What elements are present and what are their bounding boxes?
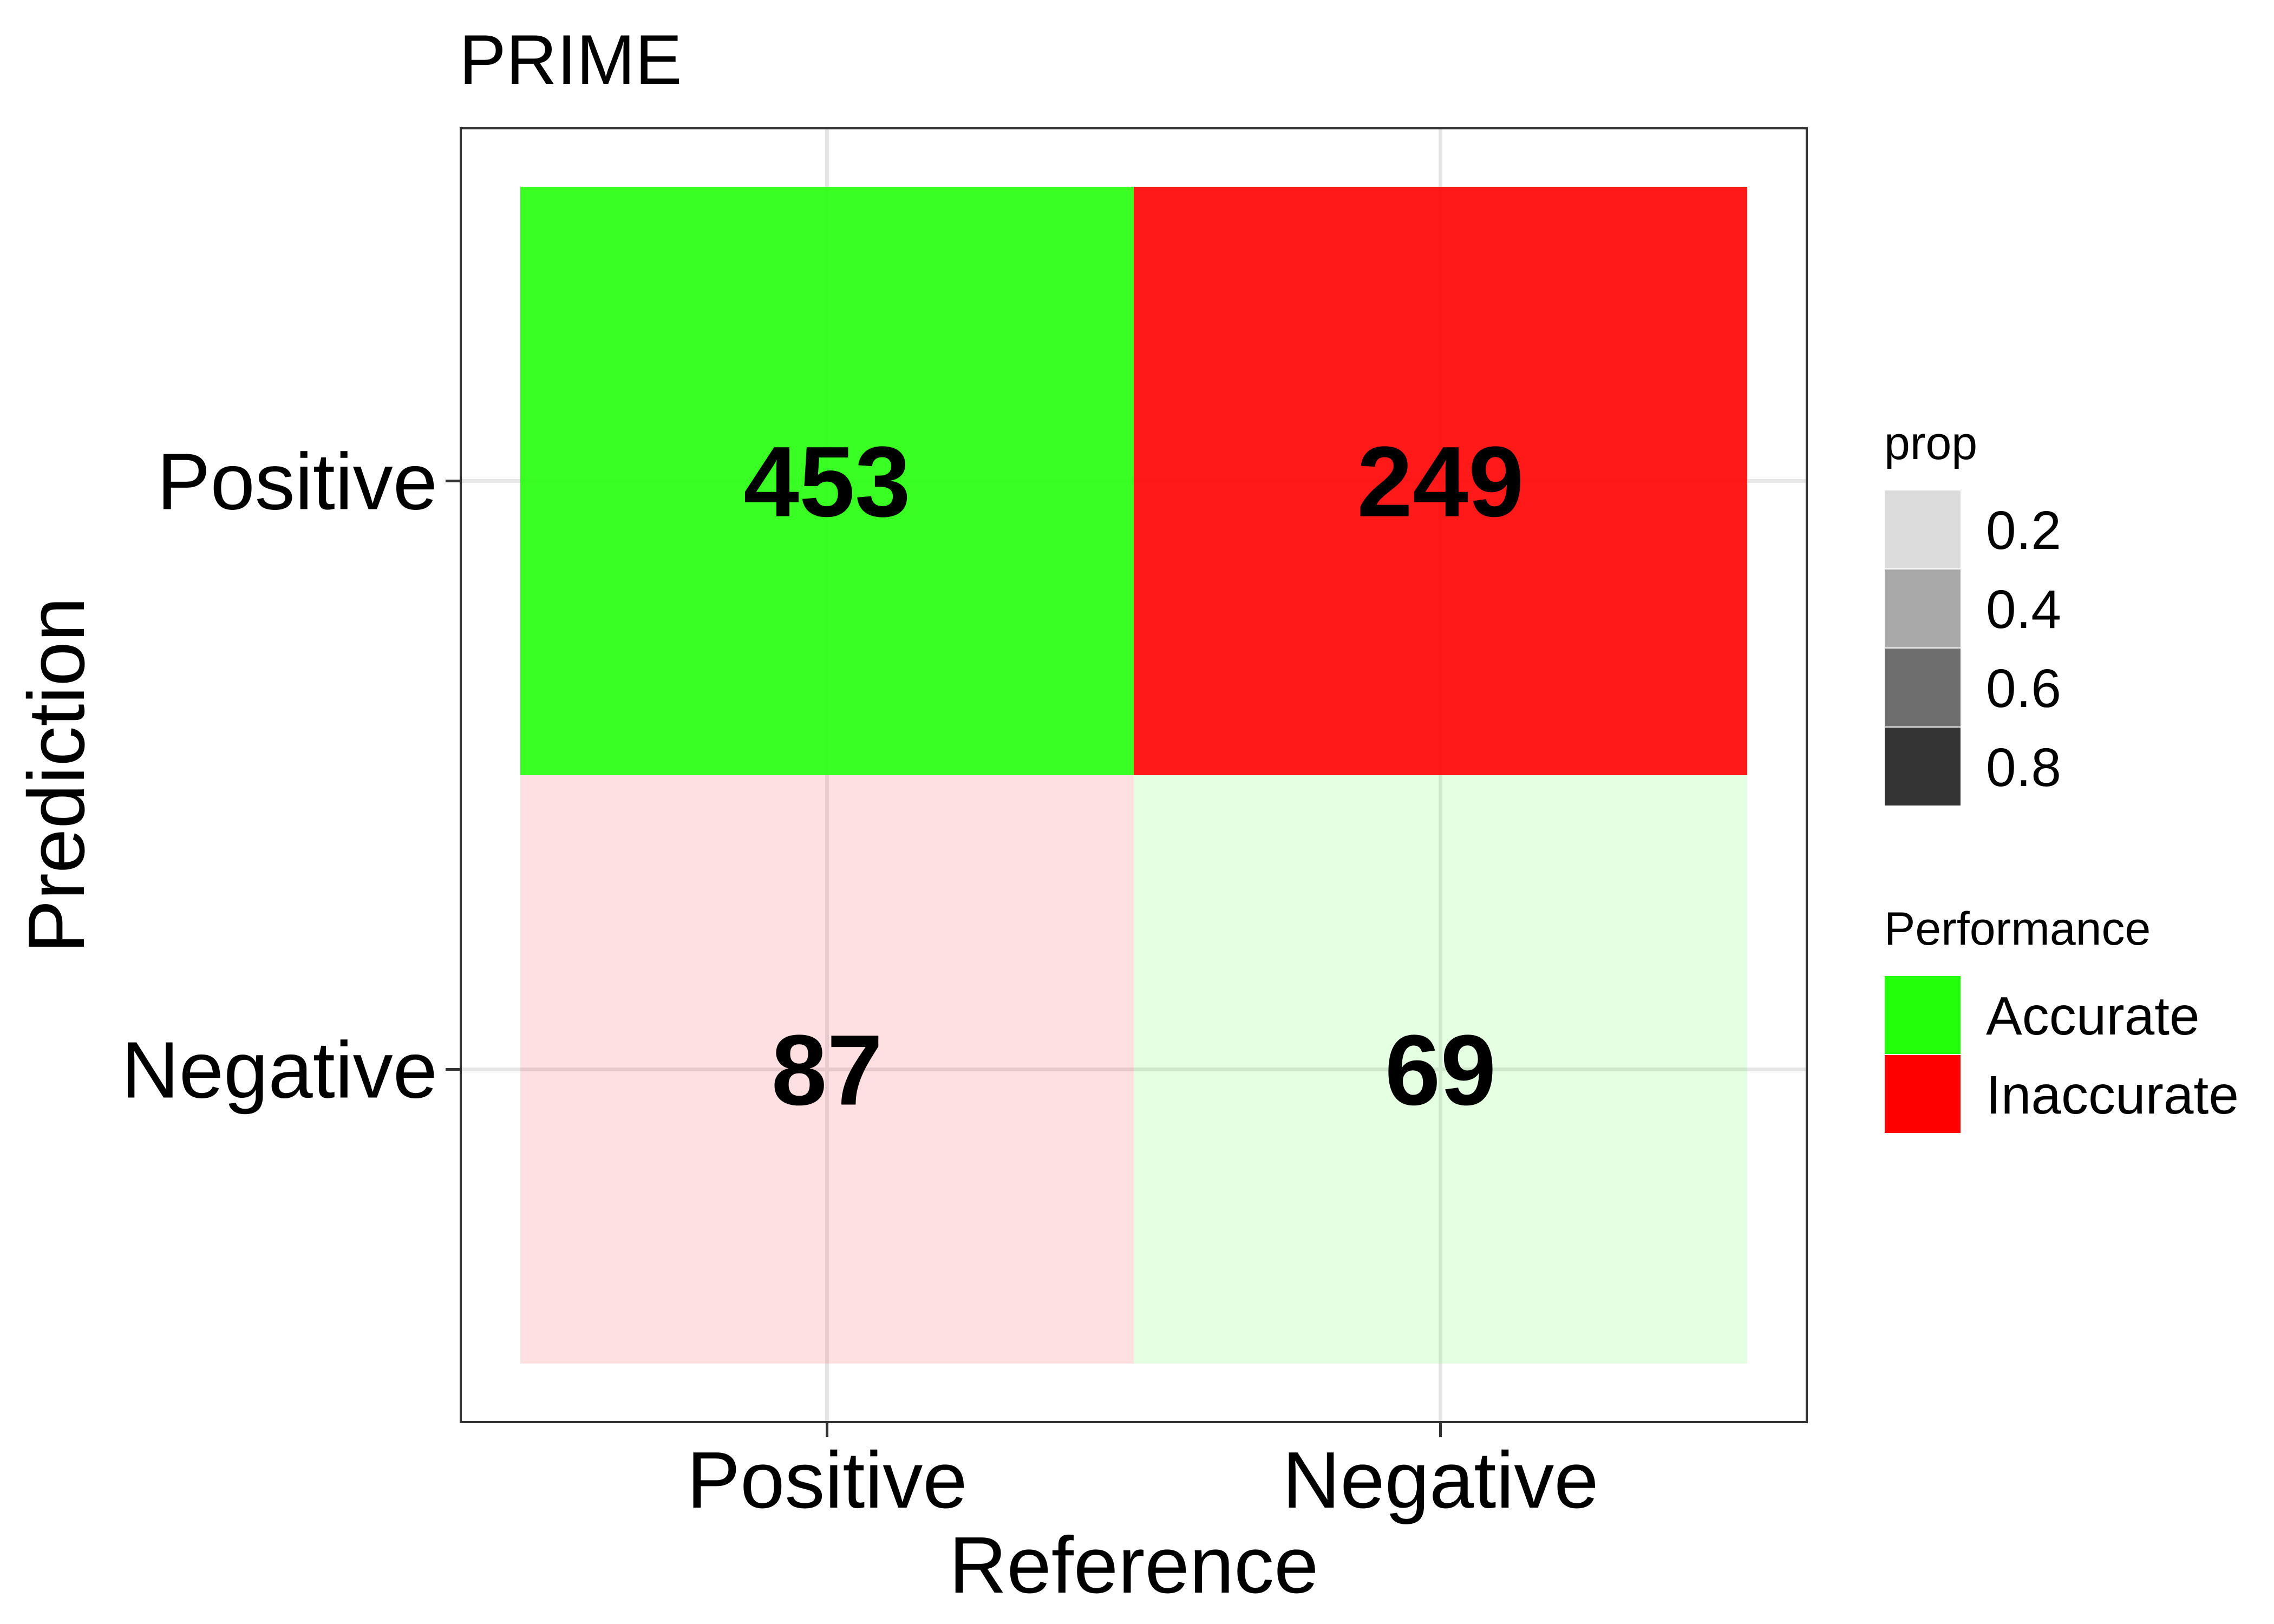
cell-count-label: 453 <box>743 427 911 538</box>
legend-performance-label: Inaccurate <box>1986 1065 2239 1125</box>
legend-prop-label: 0.8 <box>1986 737 2061 798</box>
cell-count-label: 249 <box>1357 427 1524 538</box>
legend-prop-key-0-8 <box>1884 726 1962 807</box>
x-axis-title: Reference <box>949 1521 1319 1610</box>
legend-prop-label: 0.4 <box>1986 579 2061 640</box>
cell-positive-negative <box>1134 187 1747 775</box>
legend-performance-key-accurate <box>1884 975 1962 1055</box>
y-axis: Positive Negative <box>121 437 461 1115</box>
legend-performance-title: Performance <box>1884 903 2151 955</box>
legend-prop-label: 0.2 <box>1986 500 2061 561</box>
y-tick-label-positive: Positive <box>157 437 437 527</box>
chart-title: PRIME <box>459 20 682 99</box>
heatmap-cells <box>520 187 1747 1364</box>
cell-count-label: 87 <box>772 1015 883 1127</box>
y-tick-label-negative: Negative <box>121 1026 437 1115</box>
y-axis-title: Prediction <box>12 597 101 953</box>
legend-performance-label: Accurate <box>1986 986 2200 1046</box>
cell-positive-positive <box>520 187 1134 775</box>
cell-negative-positive <box>520 775 1134 1364</box>
legend-performance: Performance Accurate Inaccurate <box>1884 903 2239 1134</box>
legend-prop-title: prop <box>1884 417 1977 469</box>
legend-prop-key-0-6 <box>1884 647 1962 728</box>
legend-prop-key-0-2 <box>1884 489 1962 569</box>
x-tick-label-negative: Negative <box>1282 1436 1598 1525</box>
cell-negative-negative <box>1134 775 1747 1364</box>
cell-count-label: 69 <box>1385 1015 1497 1127</box>
legend-performance-key-inaccurate <box>1884 1054 1962 1134</box>
x-tick-label-positive: Positive <box>687 1436 967 1525</box>
x-axis: Positive Negative <box>687 1422 1599 1525</box>
panel-border <box>460 127 1808 1423</box>
cell-count-labels: 453 249 87 69 <box>743 427 1524 1127</box>
legend-prop-label: 0.6 <box>1986 658 2061 719</box>
legend-prop: prop 0.2 0.4 0.6 0.8 <box>1884 417 2061 807</box>
legend-prop-key-0-4 <box>1884 568 1962 649</box>
